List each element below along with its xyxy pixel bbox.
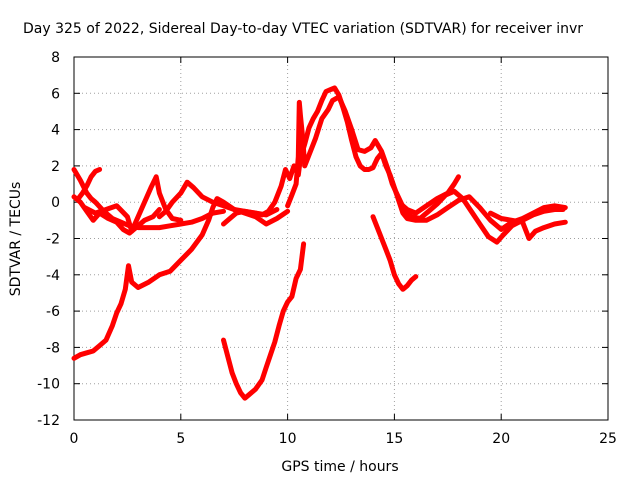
- x-tick-label: 25: [599, 431, 617, 447]
- y-tick-label: -6: [46, 304, 60, 320]
- x-tick-label: 0: [70, 431, 79, 447]
- y-tick-label: -2: [46, 232, 60, 248]
- y-tick-label: 0: [51, 195, 60, 211]
- y-tick-label: -12: [37, 413, 60, 429]
- x-tick-label: 20: [492, 431, 510, 447]
- y-tick-label: 4: [51, 123, 60, 139]
- series-line-track-12: [488, 210, 568, 241]
- chart-title: Day 325 of 2022, Sidereal Day-to-day VTE…: [23, 21, 583, 37]
- y-axis-label: SDTVAR / TECUs: [8, 182, 24, 297]
- grid-lines: [74, 57, 608, 420]
- series-line-track-7: [221, 85, 568, 232]
- x-axis-label: GPS time / hours: [281, 459, 398, 475]
- series-line-track-11: [400, 174, 461, 216]
- series-line-track-5: [82, 174, 184, 234]
- series-line-track-4: [75, 167, 103, 202]
- series-line-track-9: [221, 241, 307, 401]
- series-line-track-6: [156, 179, 291, 227]
- x-tick-label: 15: [385, 431, 403, 447]
- y-tick-label: 2: [51, 159, 60, 175]
- y-tick-label: -10: [37, 377, 60, 393]
- series-line-track-10: [370, 214, 419, 292]
- series-group: [71, 85, 568, 401]
- y-tick-label: 6: [51, 86, 60, 102]
- series-line-track-8: [285, 94, 566, 245]
- x-tick-label: 10: [279, 431, 297, 447]
- x-tick-label: 5: [176, 431, 185, 447]
- axis-ticks: 0 5 10 15 20 25 -12 -10 -8 -6 -4 -2 0 2 4 6 8: [37, 50, 617, 447]
- y-tick-label: -4: [46, 268, 60, 284]
- y-tick-label: -8: [46, 340, 60, 356]
- y-tick-label: 8: [51, 50, 60, 66]
